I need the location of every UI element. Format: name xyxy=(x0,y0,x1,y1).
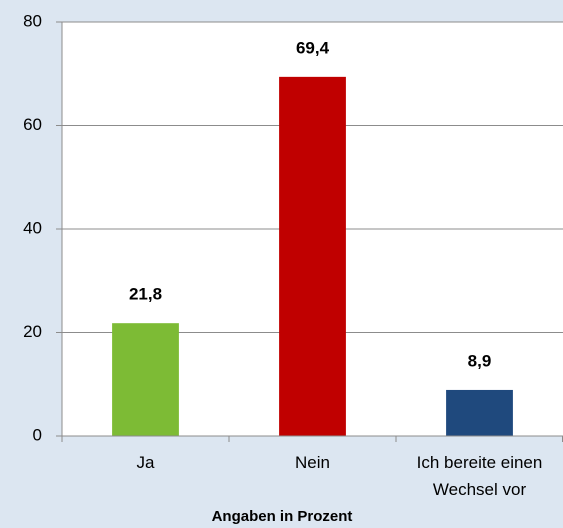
y-tick-label: 0 xyxy=(33,425,42,444)
bar xyxy=(446,389,513,436)
y-tick-label: 40 xyxy=(23,218,42,237)
bar xyxy=(112,323,179,436)
bar xyxy=(279,76,346,436)
value-label: 8,9 xyxy=(468,351,492,370)
y-tick-label: 20 xyxy=(23,322,42,341)
value-label: 69,4 xyxy=(296,38,330,57)
value-label: 21,8 xyxy=(129,285,162,304)
y-tick-label: 80 xyxy=(23,11,42,30)
x-tick-label: Ja xyxy=(137,453,156,472)
y-tick-label: 60 xyxy=(23,115,42,134)
x-tick-label: Ich bereite einen Wechsel vor xyxy=(417,453,543,499)
x-tick-label: Nein xyxy=(295,453,330,472)
x-axis-title: Angaben in Prozent xyxy=(212,508,353,525)
